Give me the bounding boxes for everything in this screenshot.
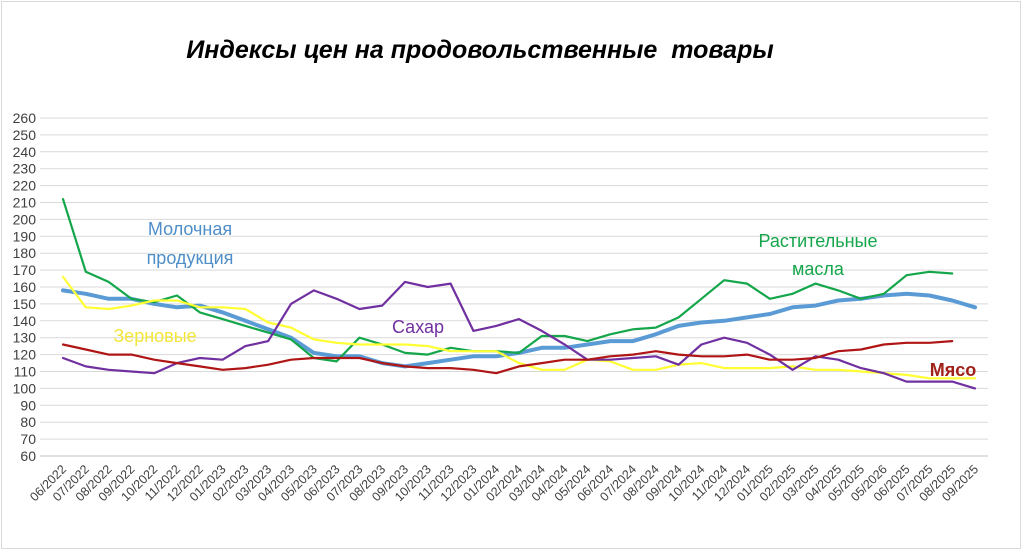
y-tick-label: 80 (20, 414, 36, 430)
series-annotation: продукция (147, 248, 234, 268)
chart-title: Индексы цен на продовольственные товары (186, 36, 774, 64)
y-tick-label: 110 (14, 364, 37, 380)
y-tick-label: 70 (20, 431, 36, 447)
series-annotation: масла (792, 259, 845, 279)
y-tick-label: 120 (13, 347, 37, 363)
y-tick-label: 190 (13, 228, 37, 244)
y-tick-label: 140 (13, 313, 37, 329)
y-tick-label: 220 (13, 178, 37, 194)
series-3 (61, 280, 977, 390)
gridlines (40, 117, 988, 457)
y-tick-label: 100 (13, 380, 37, 396)
series-line (61, 198, 954, 363)
y-tick-label: 250 (13, 127, 37, 143)
y-tick-label: 200 (13, 211, 37, 227)
series-line (61, 280, 977, 390)
series-line (61, 340, 954, 375)
y-tick-label: 230 (13, 161, 37, 177)
x-axis-ticks: 06/202207/202208/202209/202210/202211/20… (27, 462, 981, 504)
series-annotation: Молочная (148, 219, 232, 239)
series-0 (61, 288, 977, 369)
y-tick-label: 180 (13, 245, 37, 261)
series-annotation: Сахар (392, 317, 444, 337)
series-1 (61, 198, 954, 363)
y-tick-label: 150 (13, 296, 37, 312)
series-annotation: Растительные (759, 231, 878, 251)
series-4 (61, 340, 954, 375)
series-2 (61, 275, 977, 380)
y-tick-label: 90 (20, 397, 36, 413)
y-tick-label: 60 (20, 448, 36, 464)
y-tick-label: 260 (13, 110, 37, 126)
series-annotation: Мясо (930, 360, 977, 380)
y-tick-label: 170 (13, 262, 37, 278)
y-tick-label: 210 (13, 195, 37, 211)
series-line (61, 275, 977, 380)
series-lines (61, 198, 977, 390)
series-annotation: Зерновые (113, 326, 196, 346)
series-annotations: Молочная продукция Растительные масла Зернов… (113, 219, 976, 380)
y-tick-label: 240 (13, 144, 37, 160)
y-tick-label: 160 (13, 279, 37, 295)
y-axis-ticks: 6070809010011012013014015016017018019020… (13, 110, 37, 464)
y-tick-label: 130 (13, 330, 37, 346)
